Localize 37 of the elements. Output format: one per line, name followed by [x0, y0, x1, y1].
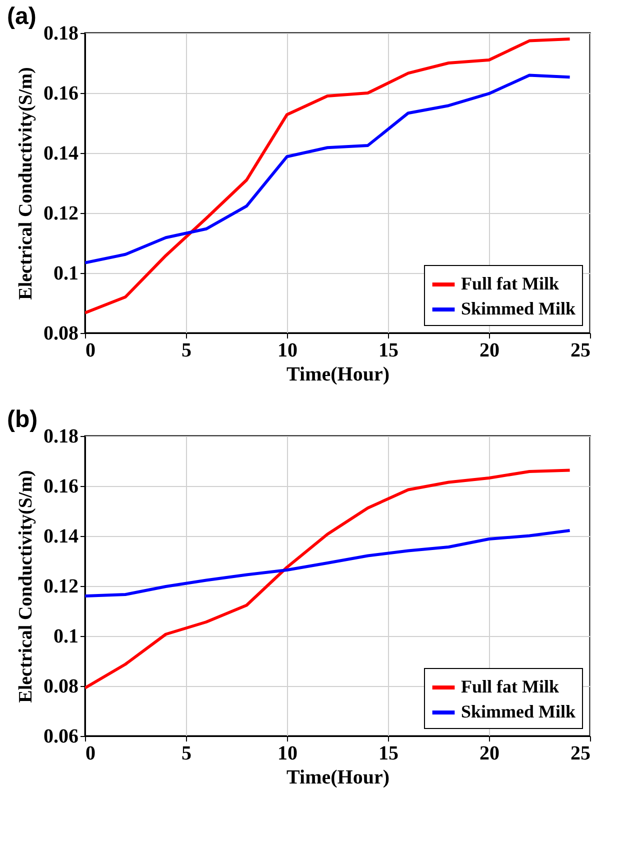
- x-tick-label: 0: [86, 742, 96, 764]
- x-axis-title: Time(Hour): [286, 364, 390, 386]
- legend-label: Skimmed Milk: [461, 298, 576, 318]
- legend-label: Full fat Milk: [461, 274, 559, 294]
- x-tick-label: 15: [378, 340, 398, 362]
- x-tick-label: 20: [480, 340, 500, 362]
- x-tick-label: 5: [182, 742, 192, 764]
- x-tick-label: 25: [570, 340, 590, 362]
- y-tick-label: 0.14: [44, 142, 78, 164]
- line-series: [85, 74, 572, 264]
- y-tick-label: 0.14: [44, 526, 78, 548]
- y-tick-label: 0.08: [44, 676, 78, 698]
- x-tick-label: 15: [378, 742, 398, 764]
- x-tick-label: 10: [278, 340, 298, 362]
- x-tick-label: 25: [570, 742, 590, 764]
- y-axis-title: Electrical Conductivity(S/m): [16, 67, 36, 300]
- x-tick-label: 10: [278, 742, 298, 764]
- x-tick-label: 5: [182, 340, 192, 362]
- text: (a): [7, 3, 36, 30]
- y-tick-label: 0.06: [44, 726, 78, 748]
- y-tick-label: 0.12: [44, 202, 78, 224]
- y-axis-title: Electrical Conductivity(S/m): [16, 470, 36, 703]
- y-tick-label: 0.1: [54, 626, 78, 648]
- x-axis-title: Time(Hour): [286, 766, 390, 788]
- y-tick-label: 0.16: [44, 476, 78, 498]
- legend-label: Full fat Milk: [461, 676, 559, 696]
- line-series: [85, 529, 572, 598]
- x-tick-label: 20: [480, 742, 500, 764]
- y-tick-label: 0.16: [44, 82, 78, 104]
- legend-label: Skimmed Milk: [461, 702, 576, 722]
- y-tick-label: 0.1: [54, 262, 78, 284]
- text: (b): [7, 406, 38, 433]
- y-tick-label: 0.12: [44, 576, 78, 598]
- y-tick-label: 0.08: [44, 322, 78, 344]
- y-tick-label: 0.18: [44, 426, 78, 448]
- x-tick-label: 0: [86, 340, 96, 362]
- y-tick-label: 0.18: [44, 22, 78, 44]
